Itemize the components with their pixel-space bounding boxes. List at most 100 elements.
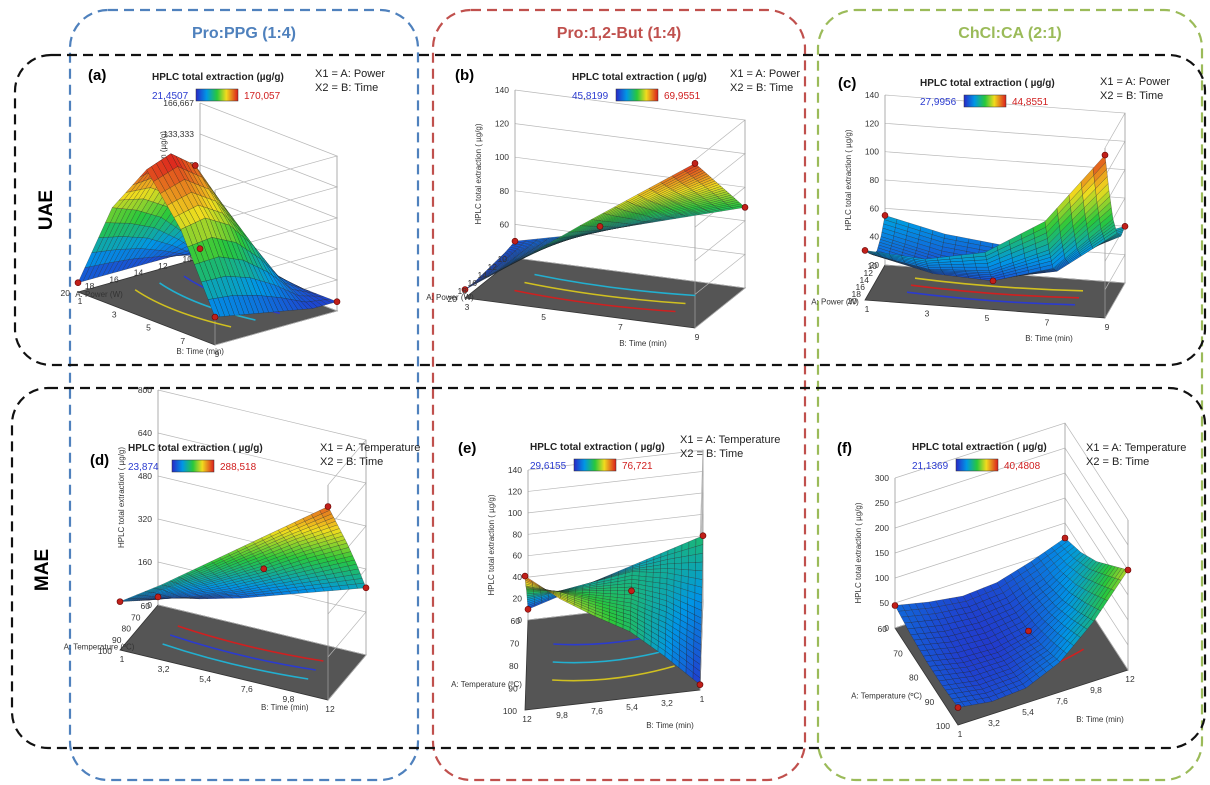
column-box-pro-but <box>431 8 807 782</box>
legend-colorbar <box>195 88 239 102</box>
y-tick-label: 7 <box>618 322 623 332</box>
z-axis-label: HPLC total extraction ( µg/g) <box>474 123 483 224</box>
legend-title: HPLC total extraction (µg/g) <box>152 72 284 83</box>
y-tick-label: 3,2 <box>158 664 170 674</box>
legend-max: 288,518 <box>220 462 257 473</box>
floor-contour <box>134 289 232 328</box>
z-tick-label: 140 <box>865 90 879 100</box>
factor-label: X2 = B: Time <box>730 82 793 94</box>
z-tick-label: 133,333 <box>163 129 194 139</box>
x-tick-label: 70 <box>131 612 141 622</box>
column-header-2: ChCl:CA (2:1) <box>958 25 1061 42</box>
x-tick-label: 70 <box>510 639 520 649</box>
z-tick-label: 60 <box>870 203 880 213</box>
design-point <box>741 204 749 211</box>
design-point <box>260 565 268 573</box>
panel-label: (d) <box>90 452 109 469</box>
design-point <box>324 503 332 510</box>
wall-gridline <box>884 122 1126 177</box>
z-tick-label: 800 <box>138 385 152 395</box>
floor-contour <box>524 281 686 305</box>
factor-label: X1 = A: Power <box>1100 76 1170 88</box>
design-point <box>524 605 532 613</box>
row-header-0: UAE <box>36 190 57 230</box>
surface-cell <box>695 561 703 571</box>
y-tick-label: 1 <box>958 729 963 739</box>
row-header-1: MAE <box>32 549 53 591</box>
factor-label: X2 = B: Time <box>320 456 383 468</box>
z-tick-label: 166,667 <box>163 98 194 108</box>
floor-plane <box>464 257 746 329</box>
x-tick-label: 60 <box>878 624 888 634</box>
surface-cell <box>976 267 990 271</box>
design-point <box>891 602 899 609</box>
legend-min: 23,874 <box>128 462 159 473</box>
x-tick-label: 10 <box>868 261 878 271</box>
y-tick-label: 9,8 <box>282 694 294 704</box>
z-tick-label: 320 <box>138 514 152 524</box>
y-tick-label: 3,2 <box>988 718 1000 728</box>
y-tick-label: 12 <box>522 714 532 724</box>
surface-cell <box>596 588 604 591</box>
y-tick-label: 7,6 <box>591 706 603 716</box>
floor-contour <box>159 282 256 321</box>
x-tick-label: 20 <box>61 288 71 298</box>
legend-colorbar <box>615 88 659 102</box>
design-point <box>1124 566 1132 574</box>
y-tick-label: 7,6 <box>1056 696 1068 706</box>
legend-min: 45,8199 <box>572 91 609 102</box>
wall-gridline <box>894 472 1129 571</box>
z-tick-label: 0 <box>147 600 152 610</box>
design-point <box>691 160 699 167</box>
legend-colorbar <box>171 459 215 473</box>
panel-label: (a) <box>88 67 106 84</box>
z-tick-label: 80 <box>500 186 510 196</box>
surface-cell <box>681 562 689 571</box>
y-tick-label: 5 <box>541 312 546 322</box>
y-tick-label: 9 <box>1105 322 1110 332</box>
floor-contour <box>169 634 316 671</box>
y-tick-label: 7 <box>1045 318 1050 328</box>
y-tick-label: 5,4 <box>1022 707 1034 717</box>
surface-cell <box>617 590 625 595</box>
z-axis-label: HPLC total extraction ( µg/g) <box>117 447 126 548</box>
design-point <box>1061 534 1069 542</box>
x-tick-label: 14 <box>134 268 144 278</box>
surface-cell <box>660 568 668 574</box>
z-tick-label: 640 <box>138 428 152 438</box>
design-point <box>362 584 370 592</box>
z-tick-label: 80 <box>870 175 880 185</box>
surface-mesh <box>464 163 746 290</box>
factor-label: X1 = A: Temperature <box>680 434 780 446</box>
column-box-chcl-ca <box>816 8 1204 782</box>
x-tick-label: 100 <box>503 706 517 716</box>
surface-cell <box>631 571 640 577</box>
design-point <box>596 223 604 230</box>
surface-cell <box>653 568 661 573</box>
surface-cell <box>688 554 696 563</box>
z-tick-label: 40 <box>870 232 880 242</box>
factor-label: X1 = A: Power <box>730 68 800 80</box>
surface-cell <box>674 556 682 564</box>
surface-cell <box>603 590 611 594</box>
z-tick-label: 300 <box>875 473 889 483</box>
x-tick-label: 10 <box>498 254 508 264</box>
z-tick-label: 100 <box>495 152 509 162</box>
y-axis-label: B: Time (min) <box>176 347 224 356</box>
factor-label: X1 = A: Temperature <box>1086 442 1186 454</box>
y-tick-label: 9 <box>695 332 700 342</box>
x-tick-label: 12 <box>488 262 498 272</box>
z-tick-label: 50 <box>880 598 890 608</box>
x-tick-label: 12 <box>864 268 874 278</box>
z-tick-label: 480 <box>138 471 152 481</box>
x-tick-label: 16 <box>109 274 119 284</box>
wall-gridline <box>199 102 339 191</box>
z-tick-label: 80 <box>513 529 523 539</box>
column-box-pro-ppg <box>68 8 420 782</box>
x-axis-label: A: Power (W) <box>426 293 474 302</box>
x-axis-label: A: Temperature (ºC) <box>451 680 522 689</box>
x-tick-label: 10 <box>183 254 193 264</box>
panel-label: (b) <box>455 67 474 84</box>
z-tick-label: 100 <box>508 508 522 518</box>
